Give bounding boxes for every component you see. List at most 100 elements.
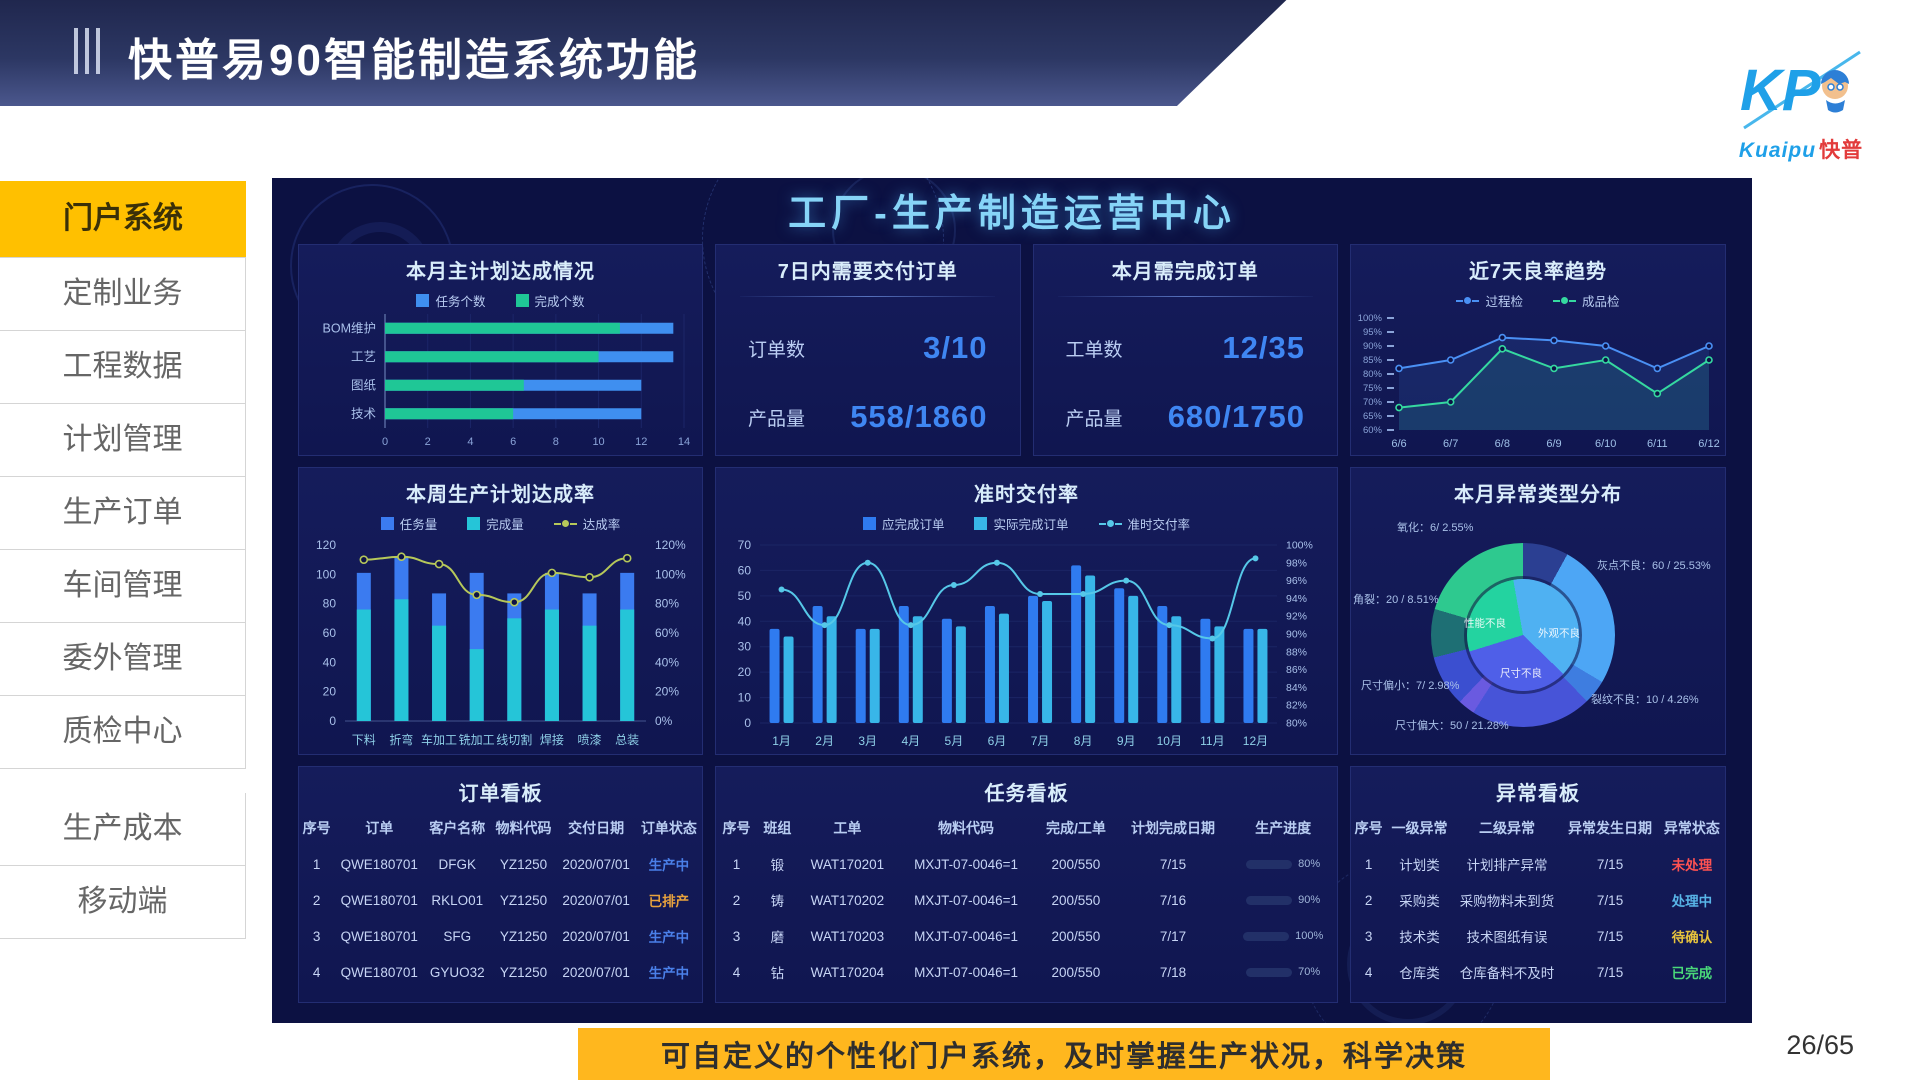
chart-ontime-delivery: 0 10 20 30 40 50 60 70 100% 98% 96% 94% 92% 90% 88% 86%…	[738, 538, 1313, 748]
cell: 仓库备料不及时	[1459, 966, 1555, 981]
table-row: 2 QWE180701 RKLO01 YZ1250 2020/07/01 已排产	[299, 882, 702, 918]
svg-text:0: 0	[382, 436, 388, 448]
svg-text:2月: 2月	[815, 734, 834, 748]
cell: MXJT-07-0046=1	[914, 856, 1018, 872]
sidebar-item-5[interactable]: 生产订单	[0, 477, 246, 550]
legend-item: 实际完成订单	[974, 514, 1069, 533]
header-bars-icon	[74, 28, 100, 74]
pie-callout-label: 尺寸偏小：7/ 2.98%	[1361, 680, 1460, 692]
svg-text:40: 40	[323, 655, 337, 669]
svg-text:85%: 85%	[1363, 355, 1383, 366]
progress-bar: 90%	[1246, 894, 1320, 906]
svg-text:0: 0	[744, 716, 751, 730]
kpi-row: 订单数 3/10	[716, 330, 1020, 366]
legend-item: 完成量	[467, 514, 524, 533]
cell: 2020/07/01	[562, 892, 630, 908]
svg-text:20%: 20%	[655, 685, 679, 699]
legend-monthly-plan: 任务个数 完成个数	[299, 291, 702, 310]
svg-text:100%: 100%	[1286, 540, 1313, 552]
table-row: 1 锻 WAT170201 MXJT-07-0046=1 200/550 7/15 80%	[716, 846, 1337, 882]
svg-text:100%: 100%	[655, 567, 686, 581]
svg-text:95%: 95%	[1363, 327, 1383, 338]
svg-text:6/7: 6/7	[1443, 438, 1458, 450]
kpi-card-deliver-7days: 7日内需要交付订单 订单数 3/10 产品量 558/1860	[715, 244, 1021, 456]
svg-text:70: 70	[738, 538, 752, 552]
cell: 4	[1364, 964, 1373, 980]
svg-text:9月: 9月	[1117, 734, 1136, 748]
svg-text:40%: 40%	[655, 655, 679, 669]
svg-text:总装: 总装	[615, 733, 639, 747]
svg-text:图纸: 图纸	[351, 378, 377, 392]
kpi-card-month-orders: 本月需完成订单 工单数 12/35 产品量 680/1750	[1032, 244, 1338, 456]
brand-logo: KP Kuaipu 快普	[1716, 48, 1886, 164]
slide-header: 快普易90智能制造系统功能	[0, 0, 1287, 106]
chart-yield-trend: 100% 95% 90% 85% 80% 75% 70% 65% 60% 6/6 6/7 6/8 6/9…	[1358, 313, 1720, 450]
svg-text:80%: 80%	[655, 597, 679, 611]
kpi-value: 3/10	[923, 330, 988, 365]
cell: 7/15	[1596, 892, 1624, 908]
sidebar-item-8[interactable]: 质检中心	[0, 696, 246, 769]
cell: 2020/07/01	[562, 928, 630, 944]
svg-text:65%: 65%	[1363, 411, 1383, 422]
cell: 钻	[770, 966, 785, 981]
cell: QWE180701	[340, 928, 418, 944]
column-header: 客户名称	[429, 820, 486, 836]
legend-item: 应完成订单	[862, 514, 944, 533]
sidebar-item-9[interactable]: 生产成本	[0, 793, 246, 866]
cell: 5	[716, 990, 757, 1003]
cell: 锻	[770, 858, 785, 873]
svg-text:92%: 92%	[1286, 611, 1307, 623]
cell: 4	[732, 964, 741, 980]
status-badge: 未处理	[1671, 858, 1713, 873]
svg-text:6/12: 6/12	[1698, 438, 1719, 450]
cell: 7/17	[1159, 928, 1187, 944]
svg-text:喷漆: 喷漆	[578, 733, 602, 747]
panel-yield-trend: 近7天良率趋势 过程检 成品检 100% 95% 90% 85% 80% 75% 70% 65%…	[1350, 244, 1726, 456]
cell: 200/550	[1051, 928, 1101, 944]
pie-inner-label: 外观不良	[1538, 627, 1580, 640]
column-header: 完成/工单	[1045, 820, 1106, 836]
svg-text:10: 10	[738, 691, 752, 705]
sidebar-item-4[interactable]: 计划管理	[0, 404, 246, 477]
table-row: 4 钻 WAT170204 MXJT-07-0046=1 200/550 7/18 70%	[716, 954, 1337, 990]
svg-text:60: 60	[738, 563, 752, 577]
status-badge: 已排产	[648, 894, 690, 909]
svg-text:88%: 88%	[1286, 646, 1307, 658]
cell: 2020/07/01	[562, 856, 630, 872]
table-row: 4 QWE180701 GYUO32 YZ1250 2020/07/01 生产中	[299, 954, 702, 990]
svg-text:工艺: 工艺	[351, 350, 376, 364]
svg-text:6/9: 6/9	[1546, 438, 1561, 450]
column-header: 班组	[763, 820, 792, 836]
cell: QWE180701	[340, 856, 418, 872]
column-header: 计划完成日期	[1131, 820, 1216, 836]
pie-inner-label: 尺寸不良	[1500, 667, 1542, 680]
svg-text:30: 30	[738, 640, 752, 654]
sidebar-item-10[interactable]: 移动端	[0, 866, 246, 939]
cell: 1	[1364, 856, 1373, 872]
cell: YZ1250	[499, 856, 548, 872]
svg-text:80%: 80%	[1363, 369, 1383, 380]
cell: 7/15	[1596, 964, 1624, 980]
column-header: 二级异常	[1479, 820, 1536, 836]
sidebar-item-7[interactable]: 委外管理	[0, 623, 246, 696]
table-row: 3 磨 WAT170203 MXJT-07-0046=1 200/550 7/17 100%	[716, 918, 1337, 954]
sidebar-item-3[interactable]: 工程数据	[0, 331, 246, 404]
pie-callout-label: 灰点不良：60 / 25.53%	[1597, 560, 1711, 572]
sidebar-item-6[interactable]: 车间管理	[0, 550, 246, 623]
sidebar-item-2[interactable]: 定制业务	[0, 257, 246, 331]
cell: 90%	[1229, 882, 1337, 918]
legend-weekly-rate: 任务量 完成量 达成率	[299, 514, 702, 533]
task_board-table: 序号 班组 工单 物料代码 完成/工单 计划完成日期 生产进度 1 锻 WAT170201 MXJT…	[716, 810, 1337, 1003]
kpi-value: 12/35	[1222, 330, 1305, 365]
panel-monthly-plan: 本月主计划达成情况 任务个数 完成个数 0 2 4 6 8 10 12 14 BOM维护 工艺 图纸技…	[298, 244, 703, 456]
sidebar-item-1[interactable]: 门户系统	[0, 181, 246, 257]
svg-text:90%: 90%	[1363, 341, 1383, 352]
panel-title: 任务看板	[984, 783, 1069, 805]
svg-text:50: 50	[738, 589, 752, 603]
kpi-label: 产品量	[1065, 408, 1123, 430]
cell: WAT170205	[798, 990, 897, 1003]
cell: 70%	[1229, 954, 1337, 990]
svg-text:100: 100	[316, 567, 336, 581]
svg-text:焊接: 焊接	[540, 732, 564, 747]
cell: GYUO32	[429, 964, 485, 980]
